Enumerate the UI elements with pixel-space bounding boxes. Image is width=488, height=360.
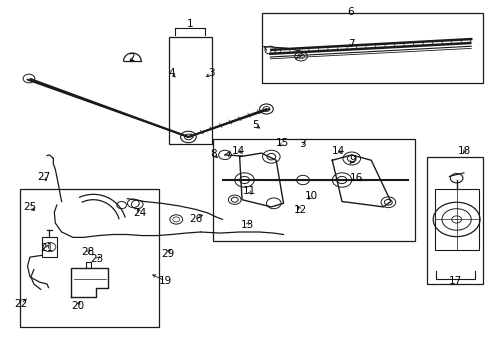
Bar bbox=[20, 189, 159, 327]
Text: 4: 4 bbox=[168, 68, 174, 78]
Text: 19: 19 bbox=[159, 276, 172, 286]
Text: 22: 22 bbox=[15, 299, 28, 309]
Text: 12: 12 bbox=[293, 206, 306, 216]
Text: 9: 9 bbox=[349, 155, 355, 165]
Text: 5: 5 bbox=[251, 121, 258, 130]
Text: 24: 24 bbox=[133, 208, 146, 218]
Text: 25: 25 bbox=[23, 202, 37, 212]
Text: 23: 23 bbox=[90, 254, 103, 264]
Text: 1: 1 bbox=[186, 19, 193, 29]
Text: 16: 16 bbox=[349, 173, 363, 183]
Text: 28: 28 bbox=[81, 247, 94, 257]
Text: 27: 27 bbox=[37, 172, 50, 182]
Text: 20: 20 bbox=[71, 301, 84, 311]
Text: 14: 14 bbox=[231, 145, 245, 156]
Bar bbox=[42, 237, 57, 257]
Text: 6: 6 bbox=[347, 7, 353, 17]
Text: 7: 7 bbox=[348, 40, 354, 49]
Text: 21: 21 bbox=[41, 243, 54, 253]
Text: 11: 11 bbox=[242, 186, 256, 197]
Text: 15: 15 bbox=[275, 139, 288, 148]
Bar bbox=[427, 157, 483, 284]
Text: 17: 17 bbox=[447, 276, 461, 286]
Text: 2: 2 bbox=[128, 53, 134, 63]
Text: 3: 3 bbox=[207, 68, 214, 78]
Text: 3: 3 bbox=[298, 139, 305, 149]
Text: 13: 13 bbox=[240, 220, 254, 230]
Bar bbox=[212, 139, 414, 241]
Bar bbox=[261, 13, 483, 83]
Text: 26: 26 bbox=[189, 215, 202, 224]
Text: 18: 18 bbox=[457, 145, 470, 156]
Bar bbox=[168, 37, 211, 144]
Bar bbox=[434, 189, 478, 250]
Text: 14: 14 bbox=[331, 145, 344, 156]
Text: 29: 29 bbox=[161, 248, 174, 258]
Text: 8: 8 bbox=[210, 149, 217, 159]
Text: 10: 10 bbox=[305, 191, 318, 201]
